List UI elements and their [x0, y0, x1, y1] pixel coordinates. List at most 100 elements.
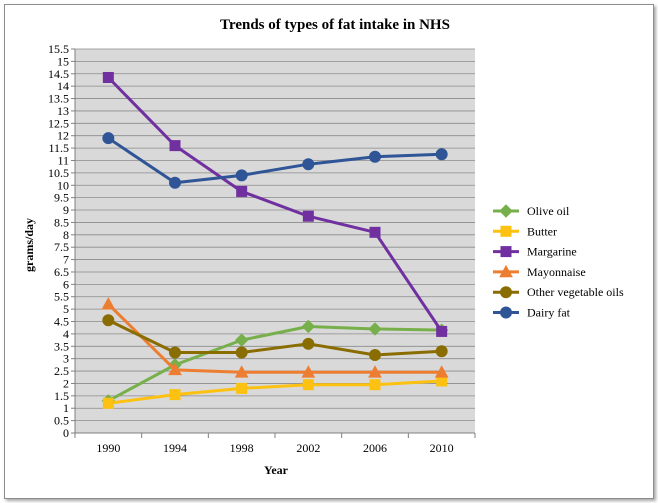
y-tick-label: 12.5 [48, 116, 69, 130]
y-tick-label: 2.5 [54, 364, 69, 378]
y-tick-label: 6.5 [54, 265, 69, 279]
data-point [369, 226, 381, 238]
y-tick-label: 15 [57, 54, 69, 68]
y-tick-label: 13 [57, 104, 69, 118]
series-line [107, 318, 442, 357]
x-axis-ticks: 1990 1994 1998 2002 2006 2010 [74, 433, 476, 455]
data-point [368, 322, 382, 336]
y-tick-label: 3 [63, 352, 69, 366]
legend: Olive oil Butter Margarine Mayonnaise Other … [493, 204, 624, 320]
data-point [101, 297, 116, 310]
legend-swatch-marker [499, 204, 513, 218]
y-tick-label: 9.5 [54, 191, 69, 205]
y-tick-label: 0.5 [54, 414, 69, 428]
data-point [368, 365, 382, 378]
data-point [234, 333, 249, 347]
series-line [107, 136, 442, 185]
x-tick-label: 2002 [296, 441, 320, 455]
y-tick-label: 5.5 [54, 290, 69, 304]
data-point [102, 132, 115, 145]
data-point [235, 346, 248, 359]
data-point [436, 325, 448, 337]
y-tick-label: 15.5 [48, 42, 69, 56]
legend-item: Olive oil [493, 204, 570, 218]
x-tick-label: 2010 [430, 441, 454, 455]
data-point [369, 150, 381, 163]
data-point [102, 71, 114, 83]
y-tick-label: 14.5 [48, 67, 69, 81]
x-tick-label: 1990 [96, 441, 120, 455]
y-tick-label: 7.5 [54, 240, 69, 254]
data-point [435, 148, 448, 161]
line-chart: Trends of types of fat intake in NHS 00.… [22, 17, 624, 477]
series-line [107, 303, 442, 374]
y-tick-label: 8 [63, 228, 69, 242]
series-mayonnaise [101, 297, 449, 378]
y-tick-label: 9 [63, 203, 69, 217]
data-point [302, 158, 315, 171]
data-point [102, 314, 115, 327]
y-tick-label: 4.5 [54, 315, 69, 329]
x-tick-label: 2006 [363, 441, 387, 455]
data-point [168, 362, 182, 376]
legend-item: Margarine [493, 245, 577, 259]
y-tick-label: 14 [57, 79, 69, 93]
legend-item: Butter [493, 224, 557, 238]
series-margarine [102, 71, 448, 337]
data-point [369, 379, 381, 391]
series-layer [101, 71, 449, 409]
y-axis-label: grams/day [22, 218, 36, 272]
data-point [435, 345, 448, 358]
legend-item: Mayonnaise [493, 264, 586, 279]
legend-item: Dairy fat [493, 306, 571, 320]
data-point [102, 397, 114, 409]
legend-swatch-marker [500, 306, 512, 319]
series-line [107, 324, 442, 403]
y-axis-ticks: 00.511.522.533.544.555.566.577.588.599.5… [48, 42, 75, 440]
data-point [434, 365, 449, 378]
x-tick-label: 1994 [163, 441, 187, 455]
data-point [369, 348, 381, 361]
legend-label: Mayonnaise [527, 265, 586, 279]
legend-label: Butter [527, 224, 557, 238]
data-point [234, 365, 249, 378]
y-tick-label: 3.5 [54, 339, 69, 353]
data-point [236, 382, 248, 394]
legend-swatch-marker [500, 225, 512, 237]
legend-label: Dairy fat [527, 306, 571, 320]
y-tick-label: 2 [63, 376, 69, 390]
data-point [236, 185, 248, 197]
y-tick-label: 13.5 [48, 92, 69, 106]
data-point [302, 337, 315, 350]
y-tick-label: 12 [57, 129, 69, 143]
y-tick-label: 1.5 [54, 389, 69, 403]
legend-label: Other vegetable oils [527, 285, 624, 299]
data-point [301, 365, 316, 378]
data-point [235, 169, 248, 182]
y-tick-label: 10 [57, 178, 69, 192]
x-axis-label: Year [264, 463, 289, 477]
y-tick-label: 10.5 [48, 166, 69, 180]
legend-label: Margarine [527, 245, 577, 259]
series-line [107, 76, 443, 333]
gridlines [75, 48, 475, 434]
y-tick-label: 4 [63, 327, 69, 341]
chart-frame: Trends of types of fat intake in NHS 0 0.… [4, 4, 654, 499]
data-point [169, 346, 181, 359]
y-tick-label: 1 [63, 401, 69, 415]
series-line [108, 379, 442, 405]
series-butter [102, 375, 448, 409]
y-tick-label: 7 [63, 253, 69, 267]
chart-title: Trends of types of fat intake in NHS [220, 17, 450, 33]
data-point [169, 176, 181, 189]
y-tick-label: 11 [57, 153, 69, 167]
legend-swatch-marker [500, 246, 512, 258]
y-tick-label: 8.5 [54, 215, 69, 229]
legend-label: Olive oil [527, 204, 570, 218]
data-point [169, 389, 181, 401]
series-dairy-fat [102, 132, 448, 189]
data-point [302, 379, 314, 391]
legend-item: Other vegetable oils [493, 285, 624, 299]
data-point [301, 319, 316, 334]
series-other-vegetable-oils [102, 314, 448, 361]
